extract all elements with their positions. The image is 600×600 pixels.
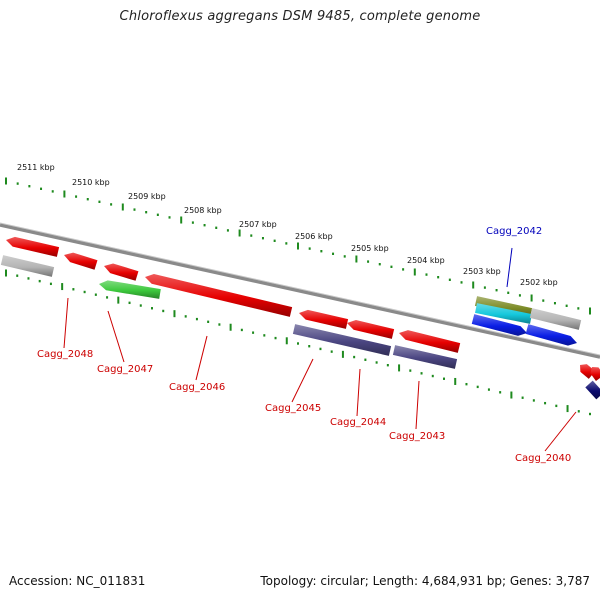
label-leader — [63, 297, 69, 349]
gene-feature — [292, 324, 392, 356]
kbp-label: 2509 kbp — [128, 192, 166, 201]
gene-label: Cagg_2045 — [265, 403, 321, 414]
genome-summary-text: Topology: circular; Length: 4,684,931 bp… — [260, 574, 590, 588]
label-leader-lines — [63, 247, 577, 452]
label-leader — [356, 368, 361, 417]
gene-feature — [471, 314, 527, 336]
gene-feature — [6, 236, 60, 257]
accession-text: Accession: NC_011831 — [9, 574, 146, 588]
kbp-label: 2511 kbp — [17, 163, 55, 172]
gene-feature — [104, 263, 139, 281]
gene-feature — [299, 309, 349, 329]
gene-feature — [392, 345, 458, 369]
backbone-highlight — [0, 222, 600, 356]
gene-feature — [580, 364, 596, 379]
gene-feature — [99, 280, 161, 299]
label-leader — [544, 411, 577, 452]
gene-label: Cagg_2042 — [486, 226, 542, 237]
label-leader — [291, 358, 314, 403]
map-title: Chloroflexus aggregans DSM 9485, complet… — [119, 9, 481, 24]
kbp-labels: 2511 kbp 2510 kbp 2509 kbp 2508 kbp 2507 kbp… — [17, 163, 558, 287]
kbp-label: 2507 kbp — [239, 220, 277, 229]
gene-feature — [585, 380, 600, 400]
kbp-label: 2503 kbp — [463, 267, 501, 276]
gene-feature — [347, 319, 395, 339]
gene-feature — [64, 252, 98, 270]
kbp-label: 2510 kbp — [72, 178, 110, 187]
label-leader — [107, 310, 125, 363]
gene-feature — [590, 367, 600, 381]
gene-label: Cagg_2040 — [515, 453, 571, 464]
kbp-tick-marks — [5, 177, 591, 416]
label-leader — [415, 380, 420, 430]
gene-label: Cagg_2047 — [97, 364, 153, 375]
gene-feature — [525, 324, 577, 346]
gene-label: Cagg_2046 — [169, 382, 225, 393]
genome-backbone — [0, 222, 600, 359]
gene-labels: Cagg_2048 Cagg_2047 Cagg_2046 Cagg_2045 Cagg… — [37, 226, 571, 464]
label-leader — [195, 335, 208, 381]
kbp-label: 2502 kbp — [520, 278, 558, 287]
kbp-label: 2506 kbp — [295, 232, 333, 241]
gene-feature — [399, 330, 461, 353]
gene-feature — [529, 308, 582, 330]
kbp-label: 2508 kbp — [184, 206, 222, 215]
gene-label: Cagg_2048 — [37, 349, 93, 360]
gene-feature — [0, 255, 55, 277]
gene-feature — [475, 303, 532, 324]
kbp-label: 2505 kbp — [351, 244, 389, 253]
label-leader — [506, 247, 513, 288]
kbp-label: 2504 kbp — [407, 256, 445, 265]
gene-feature — [145, 274, 293, 317]
backbone-line — [0, 223, 600, 359]
gene-features — [0, 236, 600, 400]
gene-label: Cagg_2043 — [389, 431, 445, 442]
gene-label: Cagg_2044 — [330, 417, 386, 428]
